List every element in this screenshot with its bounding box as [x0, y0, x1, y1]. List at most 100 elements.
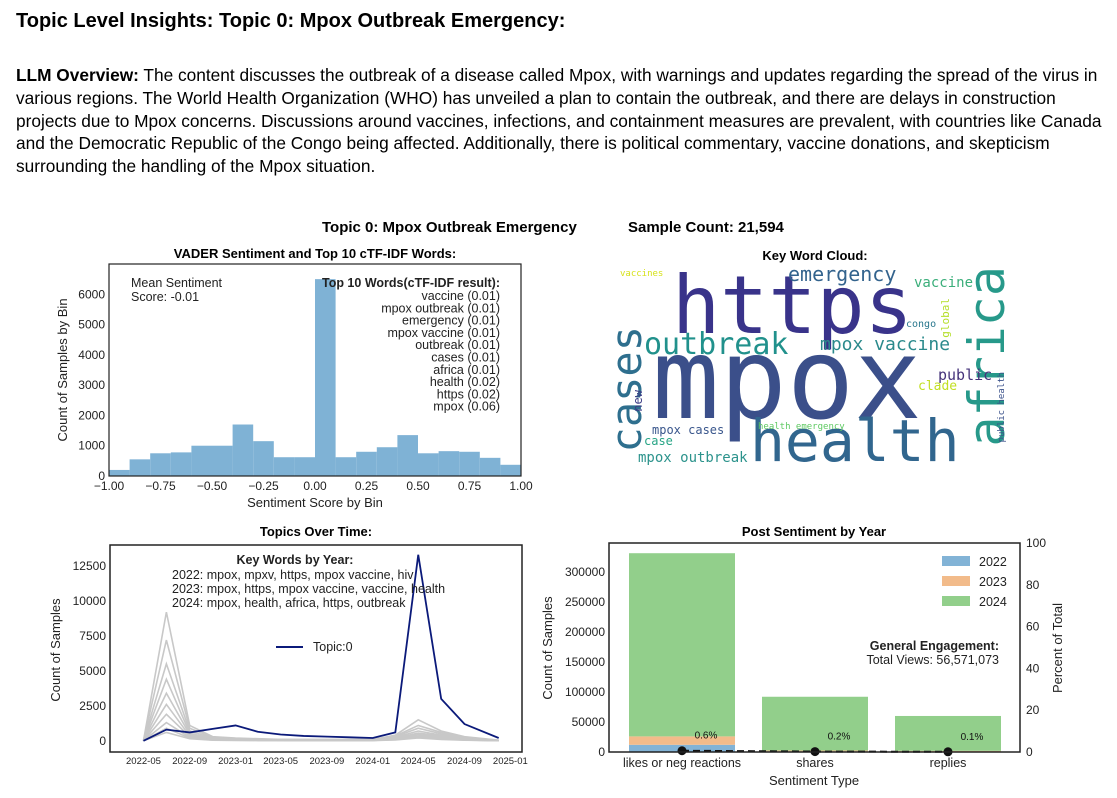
- hist-bar: [129, 459, 151, 476]
- hist-bar: [376, 447, 398, 476]
- wordcloud-word: https: [672, 262, 913, 352]
- post-legend-swatch: [942, 576, 970, 586]
- wordcloud-word: public health: [997, 372, 1007, 443]
- wordcloud-word: outbreak: [644, 327, 789, 362]
- hist-x-tick: 0.25: [355, 479, 379, 493]
- post-y2-tick: 60: [1026, 620, 1040, 634]
- percent-marker: [677, 746, 687, 756]
- hist-word-entry: africa (0.01): [433, 363, 500, 377]
- topics-x-tick: 2022-09: [172, 756, 207, 767]
- post-y2-tick: 40: [1026, 661, 1040, 675]
- hist-mean-annotation: Score: -0.01: [131, 290, 199, 304]
- hist-x-tick: −1.00: [94, 479, 125, 493]
- hist-x-tick: −0.50: [197, 479, 228, 493]
- post-y2-tick: 80: [1026, 578, 1040, 592]
- sentiment-histogram: −1.00 −0.75 −0.50 −0.25 0.00 0.25 0.50 0.75 1.00…: [55, 246, 533, 510]
- topics-annotation-line: 2022: mpox, mpxv, https, mpox vaccine, h…: [172, 568, 414, 582]
- topics-title: Topics Over Time:: [260, 524, 372, 539]
- post-y2-tick: 20: [1026, 703, 1040, 717]
- topics-ylabel: Count of Samples: [48, 598, 63, 702]
- percent-label: 0.6%: [695, 731, 718, 742]
- hist-bar: [438, 451, 460, 476]
- post-legend-swatch: [942, 556, 970, 566]
- post-xlabel: Sentiment Type: [769, 773, 859, 788]
- topic-background-line: [142, 611, 499, 741]
- hist-word-entry: vaccine (0.01): [421, 289, 500, 303]
- topics-over-time-chart: 2022-05 2022-09 2023-01 2023-05 2023-09 2024-…: [48, 524, 528, 767]
- wordcloud-title: Key Word Cloud:: [762, 248, 867, 263]
- hist-xlabel: Sentiment Score by Bin: [247, 495, 383, 510]
- post-y-tick: 200000: [565, 625, 605, 639]
- hist-y-tick: 6000: [78, 287, 105, 301]
- hist-x-tick: 0.00: [303, 479, 327, 493]
- wordcloud-word: health emergency: [758, 422, 845, 432]
- hist-word-entry: https (0.02): [437, 387, 500, 401]
- post-frame: [608, 542, 1021, 753]
- hist-word-entry: outbreak (0.01): [415, 338, 500, 352]
- hist-bar: [294, 457, 315, 476]
- engagement-title: General Engagement:: [870, 639, 999, 653]
- hist-bar: [315, 279, 336, 476]
- hist-x-tick: 1.00: [509, 479, 533, 493]
- stacked-bar-2024: [629, 553, 735, 737]
- hist-bar: [212, 445, 233, 476]
- percent-label: 0.1%: [961, 732, 984, 743]
- hist-bar: [459, 451, 480, 476]
- post-legend-swatch: [942, 596, 970, 606]
- hist-x-tick: 0.75: [458, 479, 482, 493]
- overview-label: LLM Overview:: [16, 65, 139, 85]
- stacked-bar-2024: [762, 696, 868, 751]
- post-category-label: shares: [796, 756, 834, 770]
- post-category-label: likes or neg reactions: [623, 756, 741, 770]
- wordcloud-word: health: [750, 407, 960, 474]
- hist-word-entry: mpox (0.06): [433, 400, 500, 414]
- hist-bar: [191, 445, 212, 476]
- topics-x-tick: 2022-05: [126, 756, 161, 767]
- hist-ylabel: Count of Samples by Bin: [55, 298, 70, 441]
- wordcloud-word: mpox cases: [652, 423, 725, 437]
- word-cloud: mpox https health africa cases outbreak emerge…: [600, 262, 1020, 474]
- hist-y-tick: 4000: [78, 348, 105, 362]
- hist-bar: [397, 435, 418, 476]
- stacked-bar-2024: [895, 715, 1001, 751]
- hist-bar: [170, 452, 192, 476]
- post-sentiment-chart: 0.6% 0.2% 0.1% likes or neg reactions shares…: [540, 524, 1065, 788]
- topics-x-tick: 2024-01: [355, 756, 390, 767]
- stacked-bar-2023: [629, 736, 735, 745]
- wordcloud-word: public: [938, 366, 993, 384]
- hist-y-tick: 3000: [78, 378, 105, 392]
- topics-y-tick: 5000: [79, 664, 106, 678]
- post-legend-label: 2023: [979, 575, 1007, 589]
- wordcloud-word: case: [644, 434, 673, 448]
- post-ylabel: Count of Samples: [540, 596, 555, 700]
- topics-legend-label: Topic:0: [313, 640, 353, 654]
- hist-bar: [479, 457, 501, 476]
- topics-y-tick: 0: [99, 734, 106, 748]
- hist-x-tick: 0.50: [406, 479, 430, 493]
- topic-0-line: [143, 554, 500, 742]
- topics-x-tick: 2024-05: [401, 756, 436, 767]
- post-y-tick: 0: [598, 745, 605, 759]
- wordcloud-word: global: [939, 298, 952, 338]
- wordcloud-word: vaccines: [620, 269, 664, 279]
- topic-background-line: [142, 639, 499, 742]
- percent-label: 0.2%: [828, 732, 851, 743]
- post-y2label: Percent of Total: [1050, 603, 1065, 693]
- wordcloud-word: mpox: [652, 315, 922, 445]
- hist-bar: [232, 424, 254, 476]
- hist-y-tick: 2000: [78, 408, 105, 422]
- topics-y-tick: 2500: [79, 699, 106, 713]
- post-legend-label: 2024: [979, 595, 1007, 609]
- hist-words-title: Top 10 Words(cTF-IDF result):: [322, 276, 500, 290]
- post-y-tick: 300000: [565, 565, 605, 579]
- topics-annotation-line: 2023: mpox, https, mpox vaccine, vaccine…: [172, 582, 445, 596]
- hist-mean-annotation: Mean Sentiment: [131, 276, 223, 290]
- hist-y-tick: 1000: [78, 439, 105, 453]
- page-heading: Topic Level Insights: Topic 0: Mpox Outb…: [16, 10, 566, 32]
- hist-frame: [108, 263, 522, 477]
- post-y-tick: 150000: [565, 655, 605, 669]
- topics-frame: [109, 544, 523, 753]
- hist-y-tick: 5000: [78, 318, 105, 332]
- wordcloud-word: mpox vaccine: [820, 334, 951, 355]
